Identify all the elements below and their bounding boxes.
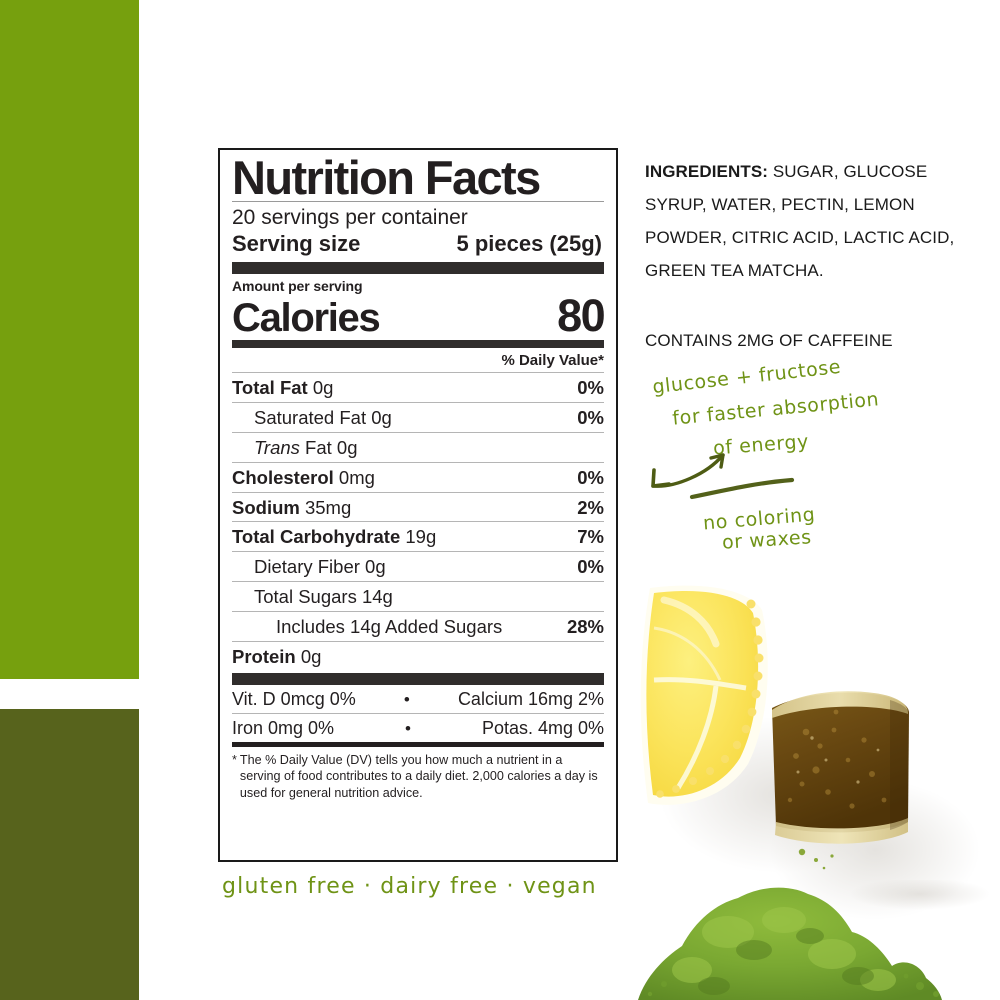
nutrient-name: Dietary Fiber 0g [254, 556, 386, 578]
brand-color-block-dark-olive [0, 709, 139, 1000]
micronutrient-row: Vit. D 0mcg 0% • Calcium 16mg 2% [232, 685, 604, 714]
nutrient-row: Dietary Fiber 0g 0% [232, 552, 604, 583]
daily-value-footnote: * The % Daily Value (DV) tells you how m… [232, 747, 604, 802]
nutrient-name: Includes 14g Added Sugars [276, 615, 503, 637]
nutrient-name: Protein 0g [232, 645, 322, 667]
bullet-separator-icon: • [403, 689, 410, 709]
ingredients-body: SUGAR, GLUCOSE SYRUP, WATER, PECTIN, LEM… [645, 162, 955, 281]
nutrient-daily-value: 2% [577, 496, 604, 518]
nutrient-name: Trans Fat 0g [254, 436, 358, 458]
nutrient-daily-value: 7% [577, 526, 604, 548]
nutrient-row: Total Carbohydrate 19g 7% [232, 522, 604, 553]
micronutrient-left: Iron 0mg 0% [232, 717, 335, 738]
nutrient-daily-value: 0% [577, 407, 604, 429]
footnote-divider [232, 741, 604, 747]
nutrient-row: Includes 14g Added Sugars 28% [232, 612, 604, 642]
serving-size-value: 5 pieces (25g) [456, 230, 602, 256]
nutrient-row: Saturated Fat 0g 0% [232, 403, 604, 433]
annotation-nocoloring-line-2: or waxes [721, 526, 813, 554]
daily-value-header: % Daily Value* [232, 348, 604, 374]
nutrient-name: Cholesterol 0mg [232, 466, 375, 488]
nutrition-facts-panel: Nutrition Facts 20 servings per containe… [218, 148, 618, 862]
calories-value: 80 [557, 290, 605, 342]
nutrient-daily-value: 0% [577, 377, 604, 399]
powder-flecks [798, 848, 834, 870]
annotation-glucose-line-1: glucose + fructose [651, 355, 843, 399]
nutrient-name: Total Carbohydrate 19g [232, 526, 437, 548]
product-photo-group [640, 585, 980, 920]
nutrient-daily-value: 28% [566, 615, 604, 637]
dietary-claims-text: gluten free · dairy free · vegan [222, 874, 597, 899]
bullet-separator-icon: • [405, 718, 411, 738]
matcha-gummy-cube-photo [772, 691, 909, 844]
brand-color-block-green [0, 0, 139, 679]
nutrient-row: Cholesterol 0mg 0% [232, 463, 604, 493]
amount-per-serving-label: Amount per serving [232, 278, 363, 295]
serving-size-row: Serving size 5 pieces (25g) [232, 230, 604, 275]
nutrient-row: Trans Fat 0g [232, 433, 604, 463]
caffeine-statement: CONTAINS 2MG OF CAFFEINE [645, 331, 893, 350]
micronutrient-row: Iron 0mg 0% • Potas. 4mg 0% [232, 714, 604, 742]
nutrient-name: Total Fat 0g [232, 377, 334, 399]
nutrient-row: Sodium 35mg 2% [232, 493, 604, 523]
nutrient-name: Saturated Fat 0g [254, 407, 392, 429]
micronutrient-left: Vit. D 0mcg 0% [232, 688, 356, 709]
serving-size-label: Serving size [232, 230, 361, 256]
nutrient-name: Total Sugars 14g [254, 586, 393, 608]
underline-swoosh-icon [689, 477, 795, 500]
nutrient-row: Total Sugars 14g [232, 582, 604, 612]
ingredients-paragraph: INGREDIENTS: SUGAR, GLUCOSE SYRUP, WATER… [645, 155, 975, 288]
nutrition-facts-title: Nutrition Facts [232, 154, 604, 203]
annotation-glucose-line-2: for faster absorption [671, 388, 881, 430]
micronutrient-rows: Vit. D 0mcg 0% • Calcium 16mg 2% Iron 0mg 0… [232, 685, 604, 742]
micronutrient-right: Potas. 4mg 0% [481, 717, 604, 738]
matcha-powder-pile-photo [638, 880, 990, 1000]
nutrient-row: Total Fat 0g 0% [232, 373, 604, 404]
nutrient-rows: Total Fat 0g 0% Saturated Fat 0g 0% Trans Fa… [232, 373, 604, 670]
curved-arrow-icon [651, 453, 725, 488]
nutrient-daily-value: 0% [577, 556, 604, 578]
micronutrient-right: Calcium 16mg 2% [457, 688, 604, 709]
servings-per-container: 20 servings per container [232, 206, 468, 230]
footnote-text: The % Daily Value (DV) tells you how muc… [239, 752, 598, 800]
footnote-star: * [232, 752, 237, 767]
ingredients-label: INGREDIENTS: [645, 162, 769, 181]
calories-label: Calories [232, 296, 381, 341]
micronutrient-divider [232, 672, 604, 685]
nutrient-name: Sodium 35mg [232, 496, 352, 518]
calories-row: Calories 80 [232, 290, 606, 349]
lemon-wedge-photo [640, 585, 768, 805]
nutrient-daily-value: 0% [577, 466, 604, 488]
nutrient-row: Protein 0g [232, 642, 604, 671]
